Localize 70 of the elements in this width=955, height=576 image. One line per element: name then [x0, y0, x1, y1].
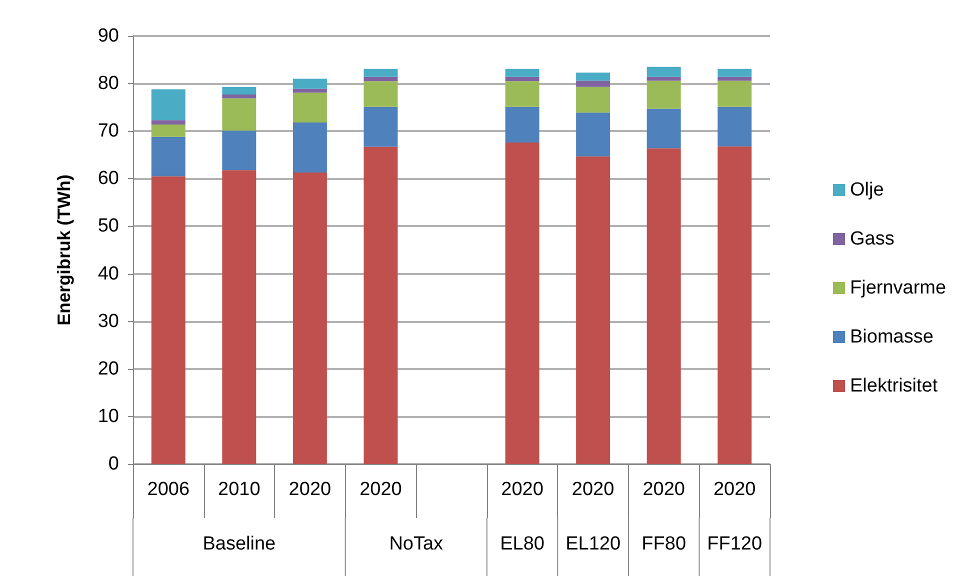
bar — [646, 76, 681, 81]
x-tick-label: 2020 — [288, 479, 332, 500]
bar — [151, 89, 186, 120]
bar — [292, 92, 327, 123]
text: EL120 — [566, 534, 621, 554]
y-tick-label: 30 — [98, 310, 119, 332]
x-tick-label: 2020 — [360, 479, 402, 500]
text: FF120 — [707, 534, 762, 554]
bar — [576, 112, 610, 156]
bar — [364, 81, 398, 107]
legend-label: Fjernvarme — [850, 278, 946, 298]
legend-label: Biomasse — [850, 326, 934, 348]
text: Baseline — [202, 534, 276, 554]
bar — [646, 66, 681, 77]
bar — [292, 88, 327, 93]
text: EL80 — [500, 534, 544, 554]
bar — [576, 156, 610, 464]
bar — [222, 130, 256, 170]
bar — [718, 76, 752, 81]
bar — [576, 72, 610, 81]
bar — [576, 80, 610, 87]
bar — [505, 142, 540, 464]
y-tick-label: 0 — [108, 454, 119, 474]
y-tick-label: 50 — [98, 216, 119, 237]
bar — [364, 146, 398, 464]
bar — [718, 80, 752, 107]
bar — [505, 106, 540, 143]
y-tick-label: 70 — [98, 120, 119, 142]
bar — [364, 68, 398, 77]
y-tick-label: 60 — [98, 168, 119, 190]
y-tick-label: 10 — [98, 406, 119, 427]
y-tick-label: 80 — [98, 73, 119, 94]
x-tick-label: 2020 — [501, 479, 544, 500]
bar — [222, 94, 256, 98]
bar — [292, 122, 327, 172]
bar — [292, 172, 327, 464]
text: FF80 — [642, 534, 686, 554]
legend-label: Elektrisitet — [850, 376, 938, 396]
y-axis-title: Energibruk (TWh) — [54, 174, 74, 326]
bar — [718, 106, 752, 146]
legend-label: Gass — [850, 228, 894, 250]
bar — [151, 120, 186, 124]
bar — [505, 81, 540, 107]
y-tick-label: 40 — [98, 263, 119, 284]
legend-label: Olje — [850, 180, 884, 200]
bar — [222, 170, 256, 464]
bar — [646, 148, 681, 464]
bar — [646, 108, 681, 148]
bar — [364, 106, 398, 147]
x-tick-label: 2006 — [147, 479, 190, 500]
bar — [222, 98, 256, 131]
text: NoTax — [389, 534, 444, 554]
bar — [222, 86, 256, 94]
bar — [718, 146, 752, 464]
bar — [718, 68, 752, 77]
x-tick-label: 2020 — [642, 479, 685, 500]
bar — [505, 76, 540, 82]
y-tick-label: 20 — [98, 358, 119, 380]
bar — [151, 136, 186, 176]
bar — [151, 124, 186, 137]
bar — [576, 86, 610, 113]
y-tick-label: 90 — [98, 26, 119, 46]
x-tick-label: 2020 — [572, 479, 614, 500]
x-tick-label: 2020 — [713, 479, 756, 500]
x-tick-label: 2010 — [218, 479, 260, 500]
bar — [151, 176, 186, 464]
bar — [646, 80, 681, 109]
bar — [364, 76, 398, 82]
bar — [292, 78, 327, 89]
bar — [505, 68, 540, 77]
